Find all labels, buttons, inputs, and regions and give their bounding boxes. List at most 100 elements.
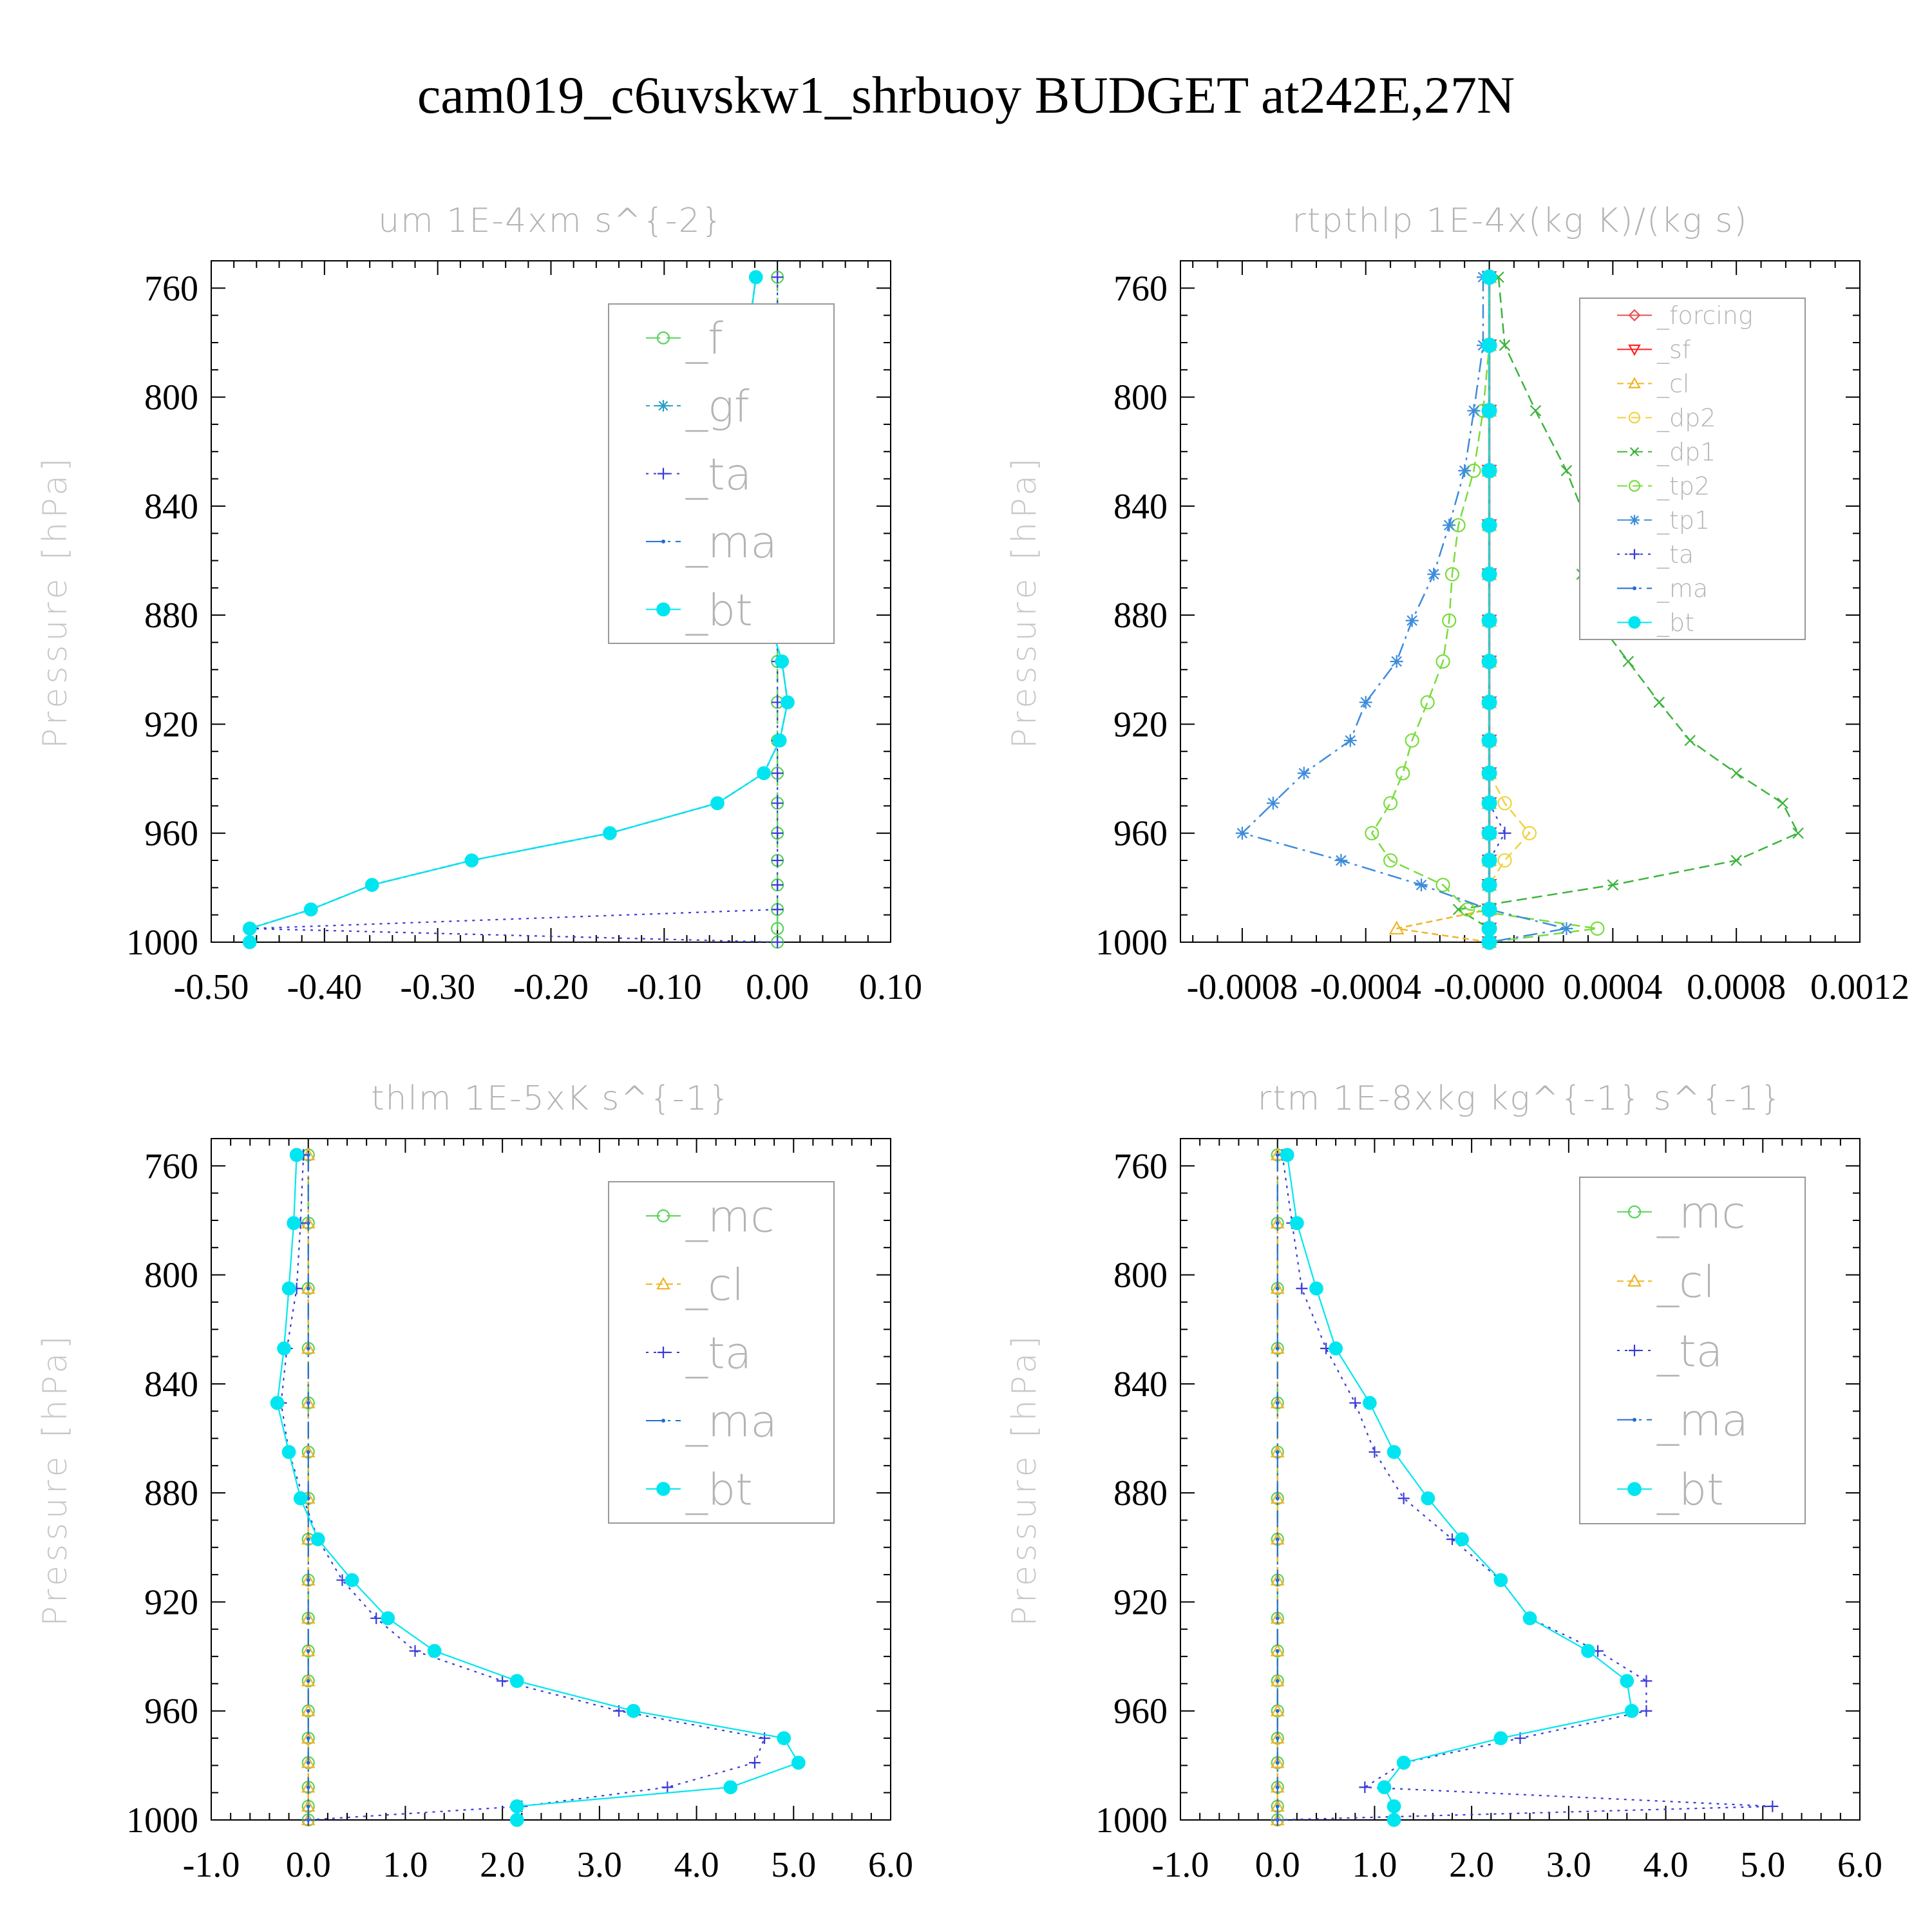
- x-tick-label: 0.0008: [1687, 967, 1786, 1007]
- data-point: [1497, 853, 1512, 868]
- data-point: [306, 1401, 310, 1405]
- data-point: [306, 1785, 310, 1790]
- x-tick-label: 6.0: [1837, 1845, 1882, 1885]
- data-point: [1275, 1785, 1280, 1790]
- legend-label: _ma: [685, 517, 777, 568]
- legend-marker: [1633, 1417, 1636, 1422]
- data-point: [772, 733, 787, 748]
- legend-marker: [1633, 586, 1636, 591]
- data-point: [1405, 733, 1419, 748]
- legend-marker: [658, 400, 669, 412]
- data-point: [1481, 902, 1497, 918]
- data-point: [301, 1755, 316, 1768]
- legend-label: _tp2: [1656, 472, 1710, 501]
- data-point: [509, 1813, 524, 1827]
- legend-item: _ta: [646, 1328, 752, 1379]
- panel-title: rtpthlp 1E-4x(kg K)/(kg s): [1292, 202, 1748, 240]
- x-tick-label: 2.0: [480, 1845, 525, 1885]
- x-tick-label: 0.0004: [1563, 967, 1662, 1007]
- data-point: [1387, 1799, 1401, 1814]
- plot-frame: [1180, 1138, 1861, 1821]
- data-point: [277, 1341, 291, 1356]
- data-point: [1444, 567, 1460, 582]
- data-point: [1481, 654, 1497, 670]
- legend-marker: [1629, 515, 1640, 526]
- data-point: [661, 1781, 674, 1794]
- data-point: [1275, 1346, 1280, 1350]
- plot-frame: [211, 1138, 891, 1821]
- legend-item: _cl: [646, 1260, 744, 1311]
- data-point: [1309, 1281, 1323, 1296]
- data-point: [1359, 696, 1372, 709]
- x-tick-label: 5.0: [771, 1845, 816, 1885]
- data-point: [1530, 404, 1542, 417]
- data-point: [409, 1645, 421, 1657]
- y-tick-label: 840: [1113, 1365, 1168, 1405]
- legend-marker: [656, 602, 670, 617]
- data-point: [306, 1616, 310, 1620]
- legend-marker: [661, 1419, 665, 1423]
- data-point: [270, 1396, 285, 1410]
- data-point: [1624, 1703, 1639, 1718]
- legend-marker: [1629, 549, 1640, 560]
- y-tick-label: 920: [144, 705, 198, 744]
- data-point: [791, 1756, 806, 1770]
- x-tick-label: 0.0012: [1810, 967, 1909, 1007]
- y-tick-label: 800: [144, 378, 198, 418]
- legend-label: _dp1: [1656, 438, 1716, 467]
- data-point: [1275, 1818, 1280, 1822]
- panel-2: rtpthlp 1E-4x(kg K)/(kg s) Pressure [hPa]…: [1005, 202, 1909, 1007]
- legend-box: [1579, 298, 1806, 640]
- data-point: [509, 1674, 524, 1689]
- legend-item: _ma: [646, 1396, 777, 1447]
- y-tick-label: 880: [1113, 596, 1168, 636]
- data-point: [1363, 1396, 1377, 1410]
- data-point: [1481, 612, 1497, 629]
- data-point: [281, 1281, 296, 1296]
- data-point: [306, 1649, 310, 1653]
- legend-item: _ta: [1617, 540, 1694, 569]
- data-point: [1396, 766, 1410, 781]
- legend-item: _bt: [646, 585, 753, 636]
- data-point: [772, 767, 784, 779]
- legend-item: _bt: [1617, 1465, 1724, 1516]
- legend-marker: [656, 1276, 670, 1290]
- data-point: [772, 904, 784, 916]
- data-point: [1497, 796, 1512, 811]
- x-tick-label: -1.0: [1152, 1845, 1209, 1885]
- data-point: [1405, 614, 1419, 627]
- y-tick-label: 1000: [126, 1801, 198, 1841]
- y-tick-label: 800: [1113, 1256, 1168, 1296]
- data-point: [1653, 696, 1665, 708]
- data-point: [301, 1341, 316, 1354]
- data-point: [306, 1153, 310, 1157]
- data-point: [1329, 1341, 1343, 1356]
- data-point: [1420, 695, 1435, 710]
- data-point: [306, 1537, 310, 1542]
- legend-item: _sf: [1617, 336, 1691, 365]
- data-point: [626, 1703, 641, 1718]
- y-tick-label: 960: [1113, 814, 1168, 854]
- data-point: [1377, 1780, 1392, 1795]
- series-bt: [1481, 269, 1497, 950]
- x-tick-label: 4.0: [674, 1845, 719, 1885]
- data-point: [1607, 879, 1619, 891]
- data-point: [306, 1221, 310, 1226]
- legend-label: _gf: [685, 382, 750, 433]
- x-tick-label: -0.0008: [1187, 967, 1298, 1007]
- legend-label: _ma: [685, 1396, 777, 1447]
- data-point: [1275, 1401, 1280, 1405]
- legend-item: _mc: [646, 1191, 775, 1242]
- data-point: [1467, 404, 1481, 417]
- data-point: [775, 654, 790, 668]
- legend-marker: [1627, 1482, 1642, 1497]
- data-point: [723, 1780, 738, 1795]
- y-tick-label: 920: [1113, 1582, 1168, 1622]
- data-point: [777, 1731, 791, 1745]
- legend: _f _gf _ta _ma _bt: [608, 303, 835, 644]
- data-point: [772, 827, 784, 839]
- data-point: [1349, 1397, 1361, 1409]
- data-point: [1481, 566, 1497, 582]
- x-tick-label: 5.0: [1740, 1845, 1785, 1885]
